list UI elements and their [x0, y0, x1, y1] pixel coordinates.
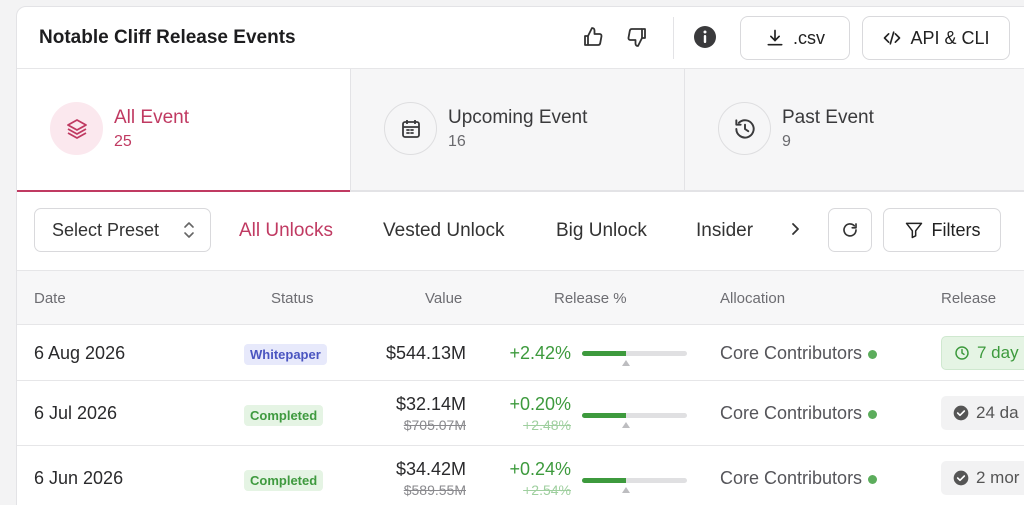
event-tabs: All Event 25 Upcoming Event 16 Past Even… [17, 69, 1024, 192]
tab-past-event[interactable]: Past Event 9 [685, 69, 1024, 190]
check-circle-icon [953, 405, 969, 421]
filters-button[interactable]: Filters [883, 208, 1001, 252]
status-dot [868, 409, 878, 419]
column-header-release-pct[interactable]: Release % [554, 290, 627, 307]
thumbs-down-icon[interactable] [623, 23, 651, 51]
table-row[interactable]: 6 Jul 2026 Completed $32.14M $705.07M +0… [17, 381, 1024, 446]
release-progress-bar [582, 413, 687, 418]
chip-vested-unlock[interactable]: Vested Unlock [383, 220, 505, 241]
status-badge: Whitepaper [244, 344, 327, 365]
release-progress-fill [582, 413, 627, 418]
row-old-value: $705.07M [403, 417, 466, 433]
row-old-release-pct: +2.48% [523, 417, 571, 433]
card-title: Notable Cliff Release Events [39, 27, 296, 48]
history-icon [734, 118, 755, 139]
release-label: 2 mor [976, 468, 1020, 487]
release-progress-fill [582, 478, 627, 483]
status-badge: Completed [244, 470, 324, 491]
row-date: 6 Jun 2026 [34, 468, 124, 488]
check-circle-icon [953, 470, 969, 486]
filter-bar: Select Preset All Unlocks Vested Unlock … [17, 192, 1024, 271]
release-countdown: 2 mor [941, 461, 1024, 495]
api-cli-button[interactable]: API & CLI [862, 16, 1010, 60]
row-value: $544.13M [385, 343, 466, 363]
tab-count: 9 [782, 133, 791, 150]
chevron-updown-icon [184, 222, 194, 238]
row-old-release-pct: +2.54% [523, 482, 571, 498]
release-countdown: 7 day [941, 336, 1024, 370]
table-row[interactable]: 6 Aug 2026 Whitepaper $544.13M +2.42% Co… [17, 325, 1024, 381]
tab-label: All Event [114, 107, 189, 128]
tab-all-event[interactable]: All Event 25 [17, 69, 350, 192]
row-allocation: Core Contributors [720, 468, 878, 489]
tab-icon-circle [384, 102, 437, 155]
row-release-pct: +2.42% [509, 343, 571, 363]
release-label: 7 day [977, 343, 1019, 362]
row-value: $34.42M [395, 459, 466, 479]
filter-icon [905, 222, 922, 239]
status-badge: Completed [244, 405, 324, 426]
download-csv-label: .csv [792, 27, 825, 48]
chip-all-unlocks[interactable]: All Unlocks [239, 220, 333, 241]
header-divider [673, 17, 674, 59]
row-date: 6 Aug 2026 [34, 343, 126, 363]
table-header: Date Status Value Release % Allocation R… [17, 271, 1024, 325]
tab-icon-circle [718, 102, 771, 155]
refresh-button[interactable] [828, 208, 872, 252]
refresh-icon [843, 223, 857, 237]
row-old-value: $589.55M [403, 482, 466, 498]
tab-label: Upcoming Event [448, 107, 588, 128]
release-progress-fill [582, 351, 627, 356]
release-countdown: 24 da [941, 396, 1024, 430]
tab-count: 25 [114, 133, 132, 150]
allocation-label: Core Contributors [720, 343, 863, 363]
tab-icon-circle [50, 102, 103, 155]
tab-count: 16 [448, 133, 466, 150]
chip-insider[interactable]: Insider [696, 220, 754, 241]
row-allocation: Core Contributors [720, 403, 878, 424]
row-release-pct: +0.24% [509, 459, 571, 479]
filters-label: Filters [931, 219, 981, 240]
clock-icon [955, 346, 969, 360]
column-header-allocation[interactable]: Allocation [720, 290, 786, 307]
progress-marker [622, 422, 630, 428]
tab-divider [684, 69, 685, 190]
code-icon [884, 31, 901, 45]
tab-upcoming-event[interactable]: Upcoming Event 16 [351, 69, 684, 190]
row-allocation: Core Contributors [720, 343, 878, 364]
calendar-icon [401, 119, 420, 138]
allocation-label: Core Contributors [720, 468, 863, 488]
card-header: Notable Cliff Release Events .csv [17, 7, 1024, 69]
allocation-label: Core Contributors [720, 403, 863, 423]
chip-big-unlock[interactable]: Big Unlock [556, 220, 647, 241]
column-header-release[interactable]: Release [941, 290, 997, 307]
select-preset-dropdown[interactable]: Select Preset [34, 208, 211, 252]
row-date: 6 Jul 2026 [34, 403, 118, 423]
api-cli-label: API & CLI [910, 27, 990, 48]
release-progress-bar [582, 478, 687, 483]
column-header-date[interactable]: Date [34, 290, 66, 307]
row-release-pct: +0.20% [509, 394, 571, 414]
preset-label: Select Preset [52, 219, 160, 240]
progress-marker [622, 360, 630, 366]
tab-divider [350, 69, 351, 190]
layers-icon [66, 118, 87, 139]
chevron-right-icon[interactable] [789, 221, 801, 242]
tab-label: Past Event [782, 107, 874, 128]
column-header-status[interactable]: Status [271, 290, 314, 307]
table-row[interactable]: 6 Jun 2026 Completed $34.42M $589.55M +0… [17, 446, 1024, 505]
thumbs-up-icon[interactable] [579, 23, 607, 51]
status-dot [868, 349, 878, 359]
release-label: 24 da [976, 403, 1019, 422]
info-icon[interactable] [691, 23, 719, 51]
row-value: $32.14M [395, 394, 466, 414]
cliff-release-card: Notable Cliff Release Events .csv [16, 6, 1024, 505]
download-csv-button[interactable]: .csv [740, 16, 850, 60]
download-icon [767, 29, 783, 46]
progress-marker [622, 487, 630, 493]
column-header-value[interactable]: Value [425, 290, 463, 307]
status-dot [868, 474, 878, 484]
release-progress-bar [582, 351, 687, 356]
